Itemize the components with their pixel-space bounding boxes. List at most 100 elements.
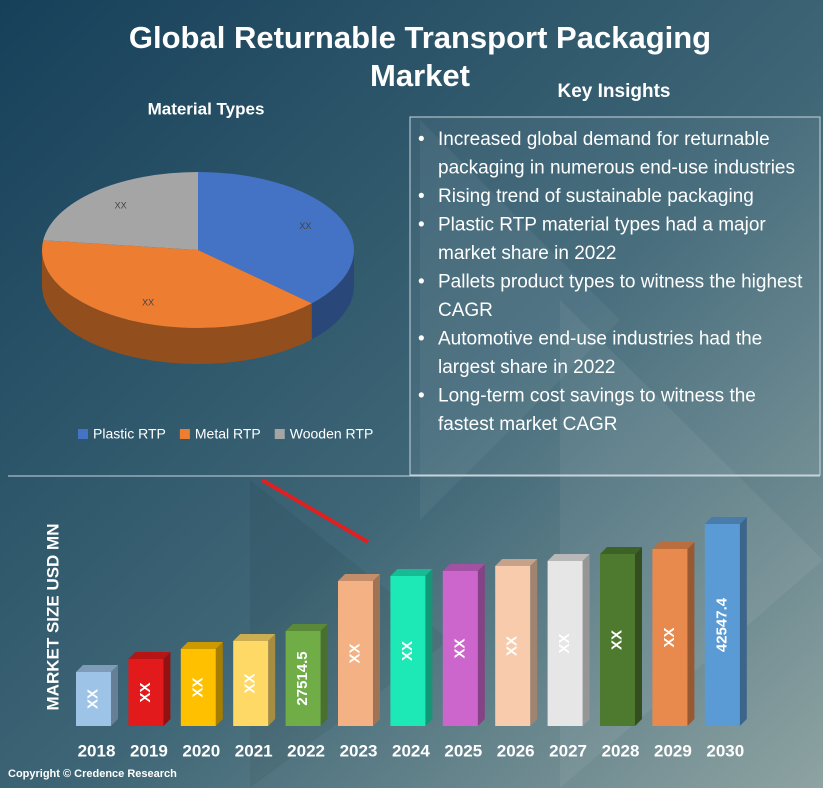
pie-side [311,250,354,340]
bullet: • [418,329,425,350]
insight-line: Increased global demand for returnable [438,129,770,150]
bar [233,640,269,726]
data-label: XX [504,636,521,656]
data-label: XX [115,200,127,210]
pie-title: Material Types [148,99,265,118]
data-label: XX [556,633,573,653]
insights-list: • Increased global demand for returnable p… [418,129,803,435]
insight: Automotive end-use industries had the lar… [438,329,762,379]
bar-side [111,665,118,726]
bar-top [600,547,642,555]
insight-line: Pallets product types to witness the hig… [438,272,803,293]
bar-side [477,563,485,726]
data-label: XX [399,641,416,661]
bullet: • [418,186,425,207]
bar-top [547,553,590,561]
bar-top [285,623,328,631]
bar-side [687,541,695,726]
insight-line: largest share in 2022 [438,357,615,378]
bar-top [390,569,433,577]
data-label: XX [299,221,311,231]
data-label: XX [137,682,154,702]
bar-top [442,563,485,571]
bar-top [652,541,695,549]
data-label: XX [346,643,363,663]
bar [547,560,583,726]
bar-top [338,573,380,581]
insight: Pallets product types to witness the hig… [438,272,803,322]
bar-side [320,623,328,726]
data-label: XX [242,673,259,693]
insight-line: Long-term cost savings to witness the [438,386,756,407]
bar-top [704,517,747,524]
bar-top [233,633,276,641]
x-tick-label: 2030 [706,741,744,760]
bar-chart: MARKET SIZE USD MN XX 2018 XX 2019 XX 2020 XX 20… [43,517,747,760]
x-tick-label: 2020 [182,741,220,760]
title-line: Global Returnable Transport Packaging [129,20,711,55]
x-tick-label: 2023 [340,741,378,760]
pie-slice [198,172,354,304]
bar-side [530,558,538,726]
bullet: • [418,386,425,407]
legend-label: Plastic RTP [93,426,166,442]
legend-label: Metal RTP [195,426,261,442]
data-label: XX [451,638,468,658]
insights-heading: Key Insights [558,81,671,102]
insight-line: CAGR [438,300,493,321]
bar [128,659,164,726]
x-tick-label: 2019 [130,741,168,760]
bar-top [128,652,171,660]
bar-side [582,553,590,726]
bar [180,649,216,726]
bar-side [635,547,642,726]
bar-side [373,573,380,726]
insight-line: market share in 2022 [438,243,617,264]
x-tick-label: 2029 [654,741,692,760]
x-tick-label: 2022 [287,741,325,760]
bar [285,630,321,726]
insight: Plastic RTP material types had a major ma… [438,215,766,265]
decor [420,120,620,520]
insight: Rising trend of sustainable packaging [438,186,754,207]
insights-box [409,116,821,476]
insight: Long-term cost savings to witness the fas… [438,386,756,436]
bar-side [215,642,223,726]
insight-line: Rising trend of sustainable packaging [438,186,754,207]
bar [338,580,373,726]
pie-side [42,250,312,364]
pie-chart: Material Types XX XX XX Plastic RTP Metal RTP… [41,99,374,442]
bullet: • [418,272,425,293]
x-tick-label: 2026 [497,741,535,760]
data-label: XX [608,630,625,650]
data-label: XX [661,627,678,647]
bullet: • [418,129,425,150]
legend-swatch [179,429,190,439]
x-tick-label: 2018 [78,741,116,760]
bullet: • [418,215,425,236]
bar-top [76,665,118,672]
data-label: 27514.5 [294,651,311,705]
x-tick-label: 2021 [235,741,273,760]
title: Global Returnable Transport Packaging Mar… [129,20,711,93]
bar-side [268,633,276,726]
bar [652,548,688,726]
insight: Increased global demand for returnable pa… [438,129,795,179]
bar [390,576,426,726]
x-tick-label: 2024 [392,741,430,760]
pie-slice [41,240,312,328]
legend-swatch [78,429,88,439]
x-tick-label: 2028 [602,741,640,760]
legend-label: Wooden RTP [290,426,374,442]
y-axis-label: MARKET SIZE USD MN [43,524,62,711]
bar [495,565,531,726]
trend-line [260,478,370,544]
data-label: XX [189,677,206,697]
bar-top [180,642,223,650]
x-tick-label: 2025 [444,741,482,760]
data-label: XX [84,689,101,709]
bar-side [425,569,433,726]
bar [442,570,478,726]
bar [76,672,111,726]
